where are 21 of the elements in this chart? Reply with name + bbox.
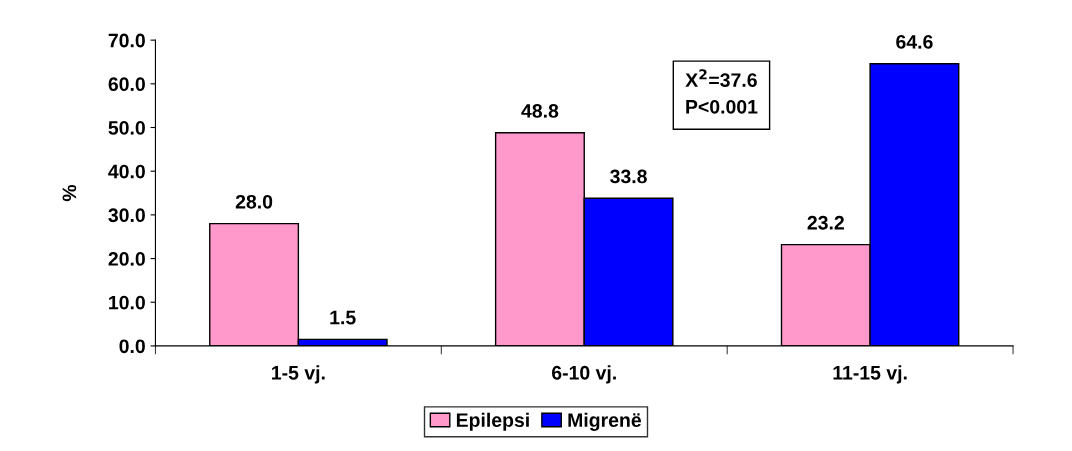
y-tick-label: 30.0 [108, 208, 145, 223]
x-tick-label: 11-15 vj. [833, 365, 907, 384]
y-tick-label: 20.0 [108, 252, 145, 266]
data-label: 1.5 [330, 310, 356, 325]
y-tick-label: 50.0 [108, 120, 145, 135]
legend-label: Migrenë [568, 412, 641, 431]
data-label: 48.8 [521, 104, 559, 118]
data-label: 33.8 [610, 169, 647, 184]
x-tick-label: 1-5 vj. [272, 365, 325, 384]
y-axis-title: % [62, 184, 77, 202]
x-tick-label: 6-10 vj. [551, 365, 616, 384]
y-tick-label: 10.0 [109, 295, 145, 310]
y-tick-label: 0.0 [119, 339, 145, 354]
y-tick-label: 70.0 [108, 33, 145, 48]
y-tick-label: 40.0 [108, 164, 145, 179]
data-label: 28.0 [235, 194, 273, 209]
annotation: X$^{2}$=37.6 P<0.001 [685, 69, 758, 114]
data-label: 23.2 [807, 215, 844, 230]
data-label: 64.6 [896, 35, 933, 49]
legend-label: Epilepsi [456, 412, 529, 431]
y-tick-label: 60.0 [108, 77, 145, 92]
